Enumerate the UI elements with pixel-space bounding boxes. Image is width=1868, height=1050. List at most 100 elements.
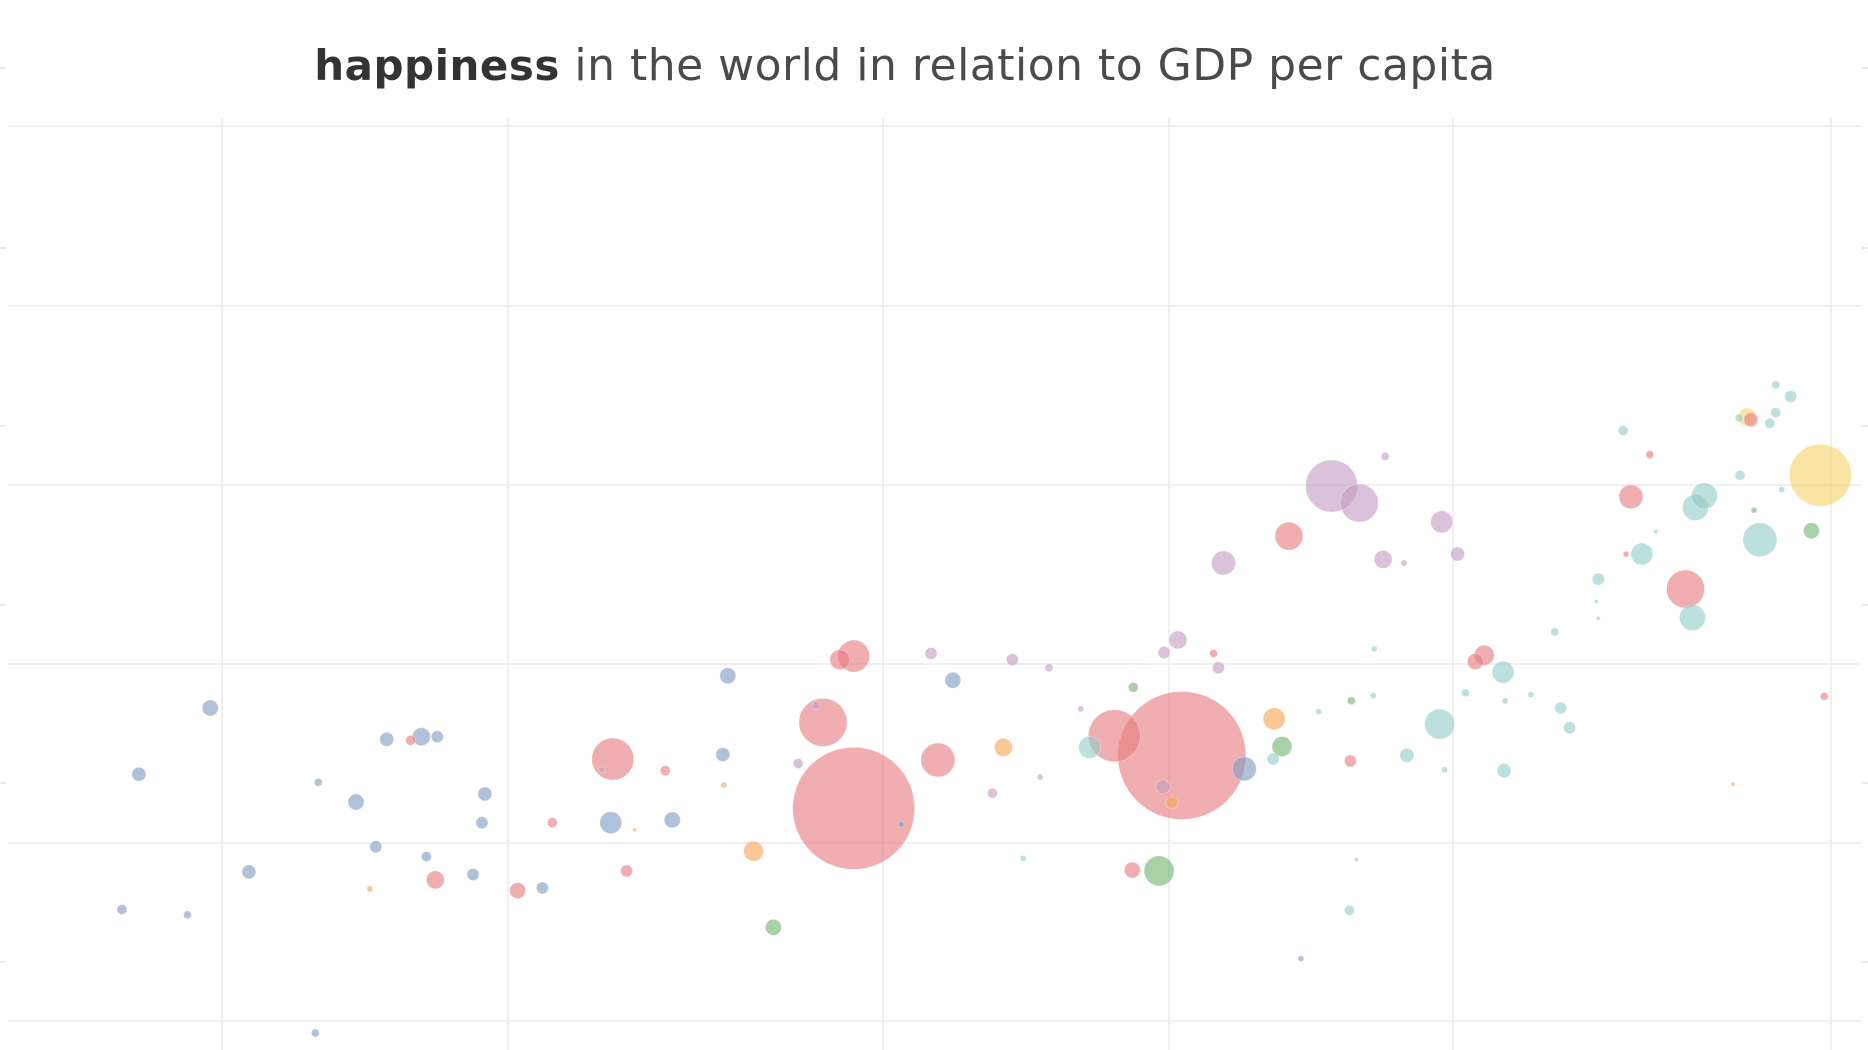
bubble-teal[interactable] (1593, 599, 1599, 604)
bubble-teal[interactable] (1653, 529, 1659, 535)
bubble-green[interactable] (1347, 696, 1356, 706)
bubble-blue[interactable] (477, 786, 493, 802)
bubble-red[interactable] (1466, 653, 1484, 670)
bubble-blue[interactable] (313, 777, 323, 787)
bubble-blue[interactable] (379, 731, 395, 747)
bubble-red[interactable] (1645, 450, 1655, 460)
bubble-purple[interactable] (1044, 663, 1054, 673)
bubble-red[interactable] (798, 697, 848, 747)
bubble-red[interactable] (1666, 569, 1705, 609)
bubble-orange[interactable] (720, 781, 728, 789)
bubble-blue[interactable] (241, 864, 257, 880)
bubble-teal[interactable] (1461, 688, 1470, 698)
bubble-purple[interactable] (1339, 483, 1379, 523)
bubble-blue[interactable] (347, 793, 365, 811)
bubble-blue[interactable] (420, 851, 432, 863)
bubble-purple[interactable] (1036, 773, 1044, 781)
bubble-blue[interactable] (1297, 955, 1305, 963)
bubble-red[interactable] (509, 882, 527, 900)
bubble-purple[interactable] (1211, 550, 1236, 576)
bubble-red[interactable] (1819, 691, 1829, 701)
bubble-blue[interactable] (897, 821, 905, 828)
bubble-orange[interactable] (994, 738, 1013, 757)
bubble-teal[interactable] (1527, 691, 1535, 698)
bubble-green[interactable] (764, 918, 782, 936)
bubble-red[interactable] (829, 649, 851, 671)
bubble-teal[interactable] (1764, 417, 1776, 429)
bubble-purple[interactable] (598, 766, 606, 774)
bubble-teal[interactable] (1784, 390, 1798, 403)
bubble-red[interactable] (405, 734, 416, 746)
bubble-green[interactable] (1143, 855, 1175, 887)
bubble-teal[interactable] (1266, 752, 1280, 766)
bubble-purple[interactable] (1168, 630, 1188, 650)
bubble-blue[interactable] (715, 747, 731, 762)
bubble-green[interactable] (1750, 506, 1758, 514)
bubble-blue[interactable] (719, 667, 737, 685)
bubble-red[interactable] (591, 737, 635, 781)
bubble-teal[interactable] (1491, 660, 1515, 684)
bubble-blue[interactable] (131, 766, 147, 782)
bubble-green[interactable] (1803, 522, 1820, 540)
bubble-blue[interactable] (599, 811, 623, 835)
bubble-teal[interactable] (1742, 522, 1778, 558)
bubble-red[interactable] (1088, 709, 1141, 763)
bubble-blue[interactable] (310, 1028, 320, 1038)
bubble-teal[interactable] (1353, 856, 1359, 862)
bubble-teal[interactable] (1591, 572, 1605, 586)
bubble-teal[interactable] (1617, 425, 1629, 436)
bubble-teal[interactable] (1496, 763, 1512, 779)
bubble-red[interactable] (792, 746, 916, 870)
bubble-orange[interactable] (1730, 781, 1736, 787)
bubble-green[interactable] (1271, 736, 1293, 757)
bubble-purple[interactable] (1157, 646, 1171, 659)
bubble-red[interactable] (1117, 691, 1247, 820)
bubble-blue[interactable] (116, 904, 128, 915)
bubble-red[interactable] (1743, 412, 1759, 428)
bubble-red[interactable] (1123, 861, 1141, 879)
bubble-purple[interactable] (1005, 653, 1019, 667)
bubble-blue[interactable] (944, 671, 962, 689)
bubble-red[interactable] (1344, 754, 1357, 768)
bubble-purple[interactable] (1430, 510, 1454, 534)
bubble-teal[interactable] (1630, 542, 1654, 566)
bubble-teal[interactable] (1771, 380, 1781, 390)
bubble-yellow[interactable] (1788, 443, 1852, 507)
bubble-red[interactable] (1622, 550, 1630, 558)
bubble-teal[interactable] (1344, 904, 1355, 916)
bubble-purple[interactable] (987, 787, 998, 799)
bubble-blue[interactable] (1231, 756, 1257, 782)
bubble-purple[interactable] (1077, 705, 1085, 713)
bubble-blue[interactable] (183, 910, 192, 920)
bubble-red[interactable] (546, 817, 558, 829)
bubble-teal[interactable] (1315, 708, 1323, 715)
bubble-teal[interactable] (1679, 604, 1706, 631)
bubble-teal[interactable] (1563, 721, 1576, 735)
bubble-purple[interactable] (792, 758, 804, 769)
bubble-teal[interactable] (1399, 748, 1415, 763)
bubble-orange[interactable] (632, 827, 637, 833)
bubble-teal[interactable] (1734, 469, 1746, 481)
bubble-red[interactable] (620, 864, 634, 878)
bubble-teal[interactable] (1778, 486, 1786, 493)
bubble-red[interactable] (1618, 484, 1644, 510)
bubble-teal[interactable] (1019, 855, 1027, 862)
bubble-red[interactable] (1209, 649, 1218, 658)
bubble-purple[interactable] (1373, 550, 1393, 569)
bubble-teal[interactable] (1369, 692, 1377, 699)
bubble-teal[interactable] (1078, 736, 1102, 759)
bubble-purple[interactable] (1450, 546, 1465, 562)
bubble-teal[interactable] (1501, 697, 1509, 705)
bubble-purple[interactable] (924, 647, 938, 660)
bubble-red[interactable] (659, 765, 671, 777)
bubble-teal[interactable] (1690, 482, 1718, 510)
bubble-teal[interactable] (1595, 616, 1601, 621)
bubble-teal[interactable] (1770, 407, 1782, 418)
bubble-orange[interactable] (1165, 796, 1179, 810)
bubble-blue[interactable] (663, 811, 681, 829)
bubble-teal[interactable] (1734, 413, 1744, 423)
bubble-teal[interactable] (1554, 701, 1568, 715)
bubble-orange[interactable] (1262, 707, 1286, 731)
bubble-blue[interactable] (535, 881, 549, 895)
bubble-blue[interactable] (430, 730, 444, 744)
